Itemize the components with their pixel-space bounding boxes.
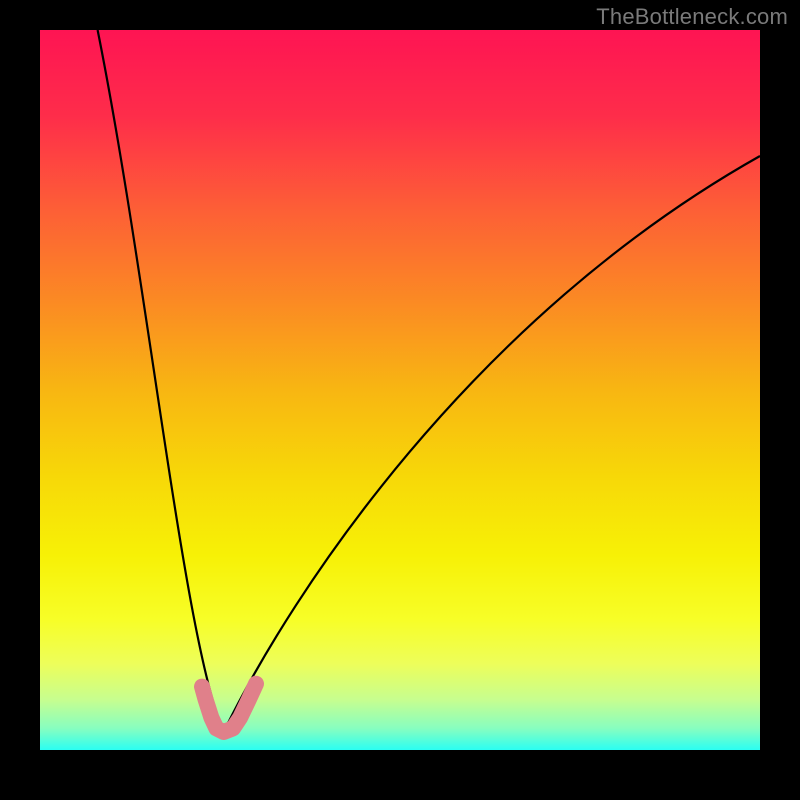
plot-background — [40, 30, 760, 750]
chart-svg — [0, 0, 800, 800]
chart-container: TheBottleneck.com — [0, 0, 800, 800]
watermark-label: TheBottleneck.com — [596, 4, 788, 30]
